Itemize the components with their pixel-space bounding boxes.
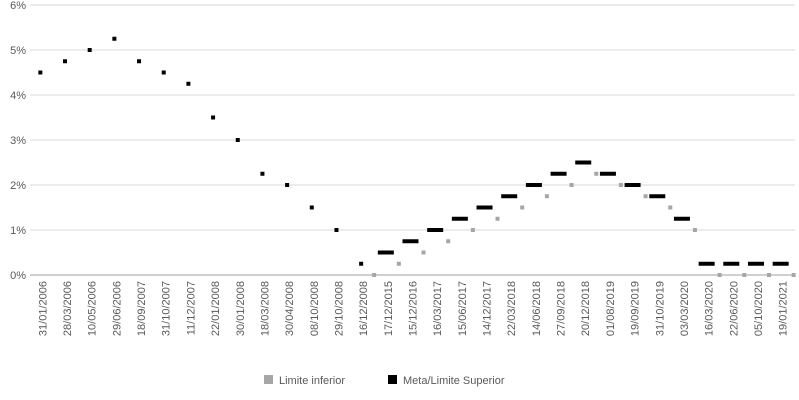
lower-limit-marker [470, 228, 475, 232]
x-tick-label: 15/06/2017 [457, 281, 469, 336]
upper-limit-marker [235, 138, 240, 142]
y-tick-label: 5% [10, 45, 26, 57]
lower-limit-marker [520, 205, 525, 210]
y-tick-label: 0% [10, 270, 26, 282]
lower-limit-marker [372, 273, 377, 277]
lower-limit-marker [396, 261, 401, 266]
x-tick-label: 11/12/2007 [185, 281, 197, 335]
lower-limit-marker [618, 183, 623, 187]
y-tick-label: 4% [10, 90, 26, 102]
x-tick-label: 30/04/2008 [284, 281, 296, 336]
x-tick-label: 30/01/2008 [235, 281, 247, 336]
x-tick-label: 16/03/2017 [432, 281, 444, 336]
x-tick-label: 03/03/2020 [679, 281, 691, 336]
upper-limit-marker [747, 261, 764, 266]
upper-limit-marker [87, 48, 92, 52]
upper-limit-marker [112, 36, 117, 41]
upper-limit-marker [525, 183, 542, 187]
x-tick-label: 22/03/2018 [506, 281, 518, 336]
upper-limit-marker [309, 205, 314, 210]
upper-limit-marker [698, 261, 715, 266]
upper-limit-marker [501, 194, 518, 199]
y-tick-label: 2% [10, 180, 26, 192]
upper-limit-marker [451, 216, 468, 221]
upper-limit-marker [723, 261, 740, 266]
lower-limit-marker [692, 228, 697, 232]
legend-swatch-lower [264, 375, 273, 384]
upper-limit-marker [285, 183, 290, 187]
lower-limit-marker [717, 273, 722, 277]
lower-limit-marker [594, 171, 599, 176]
y-tick-label: 6% [10, 0, 26, 12]
lower-limit-marker [791, 273, 796, 277]
x-tick-label: 31/10/2019 [654, 281, 666, 336]
upper-limit-marker [550, 171, 567, 176]
y-tick-label: 3% [10, 135, 26, 147]
upper-limit-marker [137, 59, 142, 64]
x-tick-label: 14/12/2017 [482, 281, 494, 336]
x-tick-label: 20/12/2018 [580, 281, 592, 336]
upper-limit-marker [377, 250, 394, 255]
y-tick-label: 1% [10, 225, 26, 237]
x-tick-label: 27/09/2018 [556, 281, 568, 336]
x-tick-label: 31/01/2006 [37, 281, 49, 336]
x-tick-label: 16/03/2020 [704, 281, 716, 336]
upper-limit-marker [161, 70, 166, 75]
x-tick-label: 14/06/2018 [531, 281, 543, 336]
upper-limit-marker [476, 205, 493, 210]
x-tick-label: 18/09/2007 [136, 281, 148, 336]
lower-limit-marker [643, 194, 648, 199]
x-tick-label: 22/06/2020 [728, 281, 740, 336]
x-tick-label: 31/10/2007 [161, 281, 173, 336]
x-tick-label: 15/12/2016 [408, 281, 420, 336]
legend-label-lower: Limite inferior [279, 375, 345, 387]
x-tick-label: 01/08/2019 [605, 281, 617, 336]
upper-limit-marker [63, 59, 68, 64]
lower-limit-marker [544, 194, 549, 199]
upper-limit-marker [186, 81, 191, 86]
upper-limit-marker [260, 171, 265, 176]
upper-limit-marker [427, 228, 444, 232]
x-tick-label: 17/12/2015 [383, 281, 395, 336]
upper-limit-marker [334, 228, 339, 232]
x-tick-label: 16/12/2008 [358, 281, 370, 336]
x-tick-label: 28/03/2006 [62, 281, 74, 336]
lower-limit-marker [446, 239, 451, 244]
upper-limit-marker [624, 183, 641, 187]
upper-limit-marker [211, 115, 216, 120]
upper-limit-marker [38, 70, 43, 75]
legend-swatch-upper [388, 375, 397, 384]
upper-limit-marker [599, 171, 616, 176]
x-tick-label: 22/01/2008 [210, 281, 222, 336]
x-tick-label: 19/01/2021 [778, 281, 790, 336]
lower-limit-marker [569, 183, 574, 187]
lower-limit-marker [668, 205, 673, 210]
upper-limit-marker [649, 194, 666, 199]
x-tick-label: 08/10/2008 [309, 281, 321, 336]
upper-limit-marker [575, 160, 592, 165]
upper-limit-marker [359, 261, 364, 266]
lower-limit-marker [742, 273, 747, 277]
lower-limit-marker [766, 273, 771, 277]
upper-limit-marker [772, 261, 789, 266]
x-tick-label: 29/06/2006 [111, 281, 123, 336]
x-tick-label: 29/10/2008 [333, 281, 345, 336]
lower-limit-marker [421, 250, 426, 255]
x-tick-label: 18/03/2008 [259, 281, 271, 336]
upper-limit-marker [673, 216, 690, 221]
lower-limit-marker [495, 216, 500, 221]
x-tick-label: 10/05/2006 [87, 281, 99, 336]
x-tick-label: 19/09/2019 [630, 281, 642, 336]
legend-label-upper: Meta/Limite Superior [403, 375, 505, 387]
upper-limit-marker [402, 239, 419, 244]
x-tick-label: 05/10/2020 [753, 281, 765, 336]
